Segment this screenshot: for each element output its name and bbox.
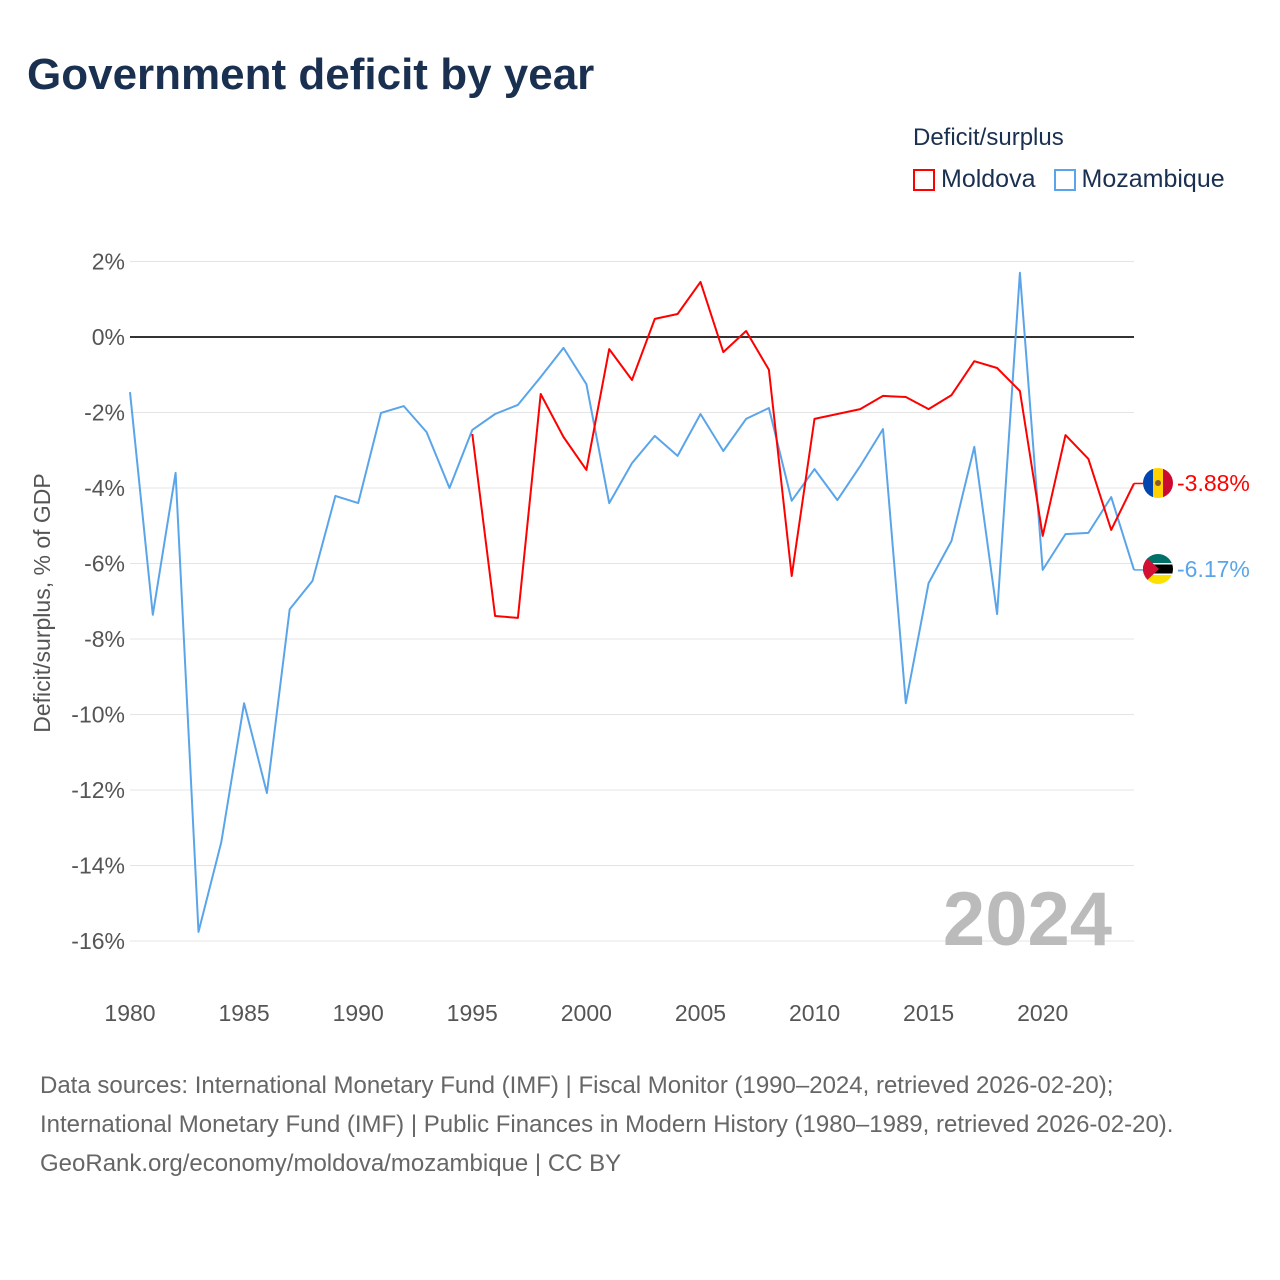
moldova-flag-icon [1143, 468, 1173, 498]
x-tick-label: 1985 [219, 1000, 270, 1026]
credit-link[interactable]: GeoRank.org/economy/moldova/mozambique |… [40, 1150, 622, 1177]
y-tick-label: -6% [84, 551, 125, 577]
x-tick-label: 2000 [561, 1000, 612, 1026]
moldova-end-label: -3.88% [1177, 470, 1250, 496]
footer: Data sources: International Monetary Fun… [40, 1066, 1240, 1183]
chart-area: 2% 0% -2% -4% -6% -8% -10% -12% -14% -16% 1980 1985… [29, 249, 1250, 1027]
y-axis-label: Deficit/surplus, % of GDP [29, 473, 55, 732]
x-tick-label: 2015 [903, 1000, 954, 1026]
year-label: 2024 [943, 877, 1112, 962]
y-tick-label: -16% [71, 928, 125, 954]
legend-label-moldova: Moldova [941, 165, 1036, 193]
x-tick-label: 1995 [447, 1000, 498, 1026]
x-tick-label: 2020 [1017, 1000, 1068, 1026]
mozambique-flag-icon [1143, 554, 1173, 584]
legend-swatch-mozambique [1053, 168, 1076, 191]
y-tick-label: -14% [71, 853, 125, 879]
legend-item-mozambique[interactable]: Mozambique [1053, 165, 1225, 194]
y-tick-label: 2% [92, 249, 125, 275]
series-line-moldova[interactable] [471, 280, 1135, 619]
legend-swatch-moldova [913, 168, 935, 191]
legend: Moldova Mozambique [913, 165, 1225, 194]
x-tick-label: 2005 [675, 1000, 726, 1026]
series-line-mozambique[interactable] [129, 271, 1135, 933]
y-tick-label: -10% [71, 702, 125, 728]
y-tick-label: 0% [92, 324, 125, 350]
data-sources: Data sources: International Monetary Fun… [40, 1072, 1174, 1138]
y-tick-label: -2% [84, 400, 125, 426]
mozambique-end-label: -6.17% [1177, 556, 1250, 582]
x-tick-label: 1990 [333, 1000, 384, 1026]
y-tick-label: -8% [84, 626, 125, 652]
y-tick-label: -4% [84, 475, 125, 501]
x-tick-label: 1980 [104, 1000, 155, 1026]
y-tick-label: -12% [71, 777, 125, 803]
legend-label-mozambique: Mozambique [1081, 165, 1225, 193]
x-tick-label: 2010 [789, 1000, 840, 1026]
legend-title: Deficit/surplus [913, 124, 1064, 151]
chart-title: Government deficit by year [27, 50, 595, 99]
legend-item-moldova[interactable]: Moldova [913, 165, 1036, 194]
